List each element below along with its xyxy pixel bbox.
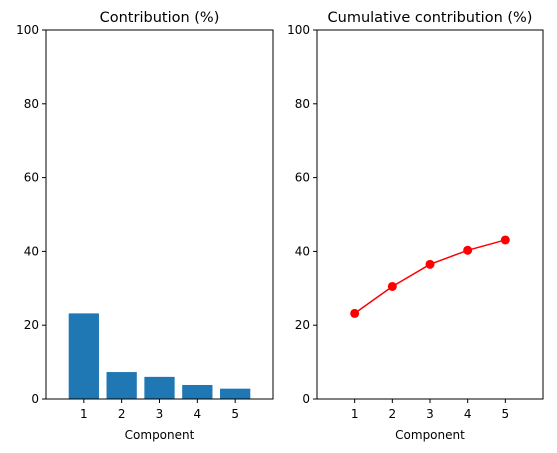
- x-tick-label: 3: [156, 407, 164, 421]
- x-tick-label: 5: [502, 407, 510, 421]
- x-tick-label: 4: [194, 407, 202, 421]
- chart-title: Contribution (%): [100, 10, 220, 26]
- bar: [68, 313, 99, 399]
- y-tick-label: 60: [295, 171, 310, 185]
- x-axis-label: Component: [395, 428, 465, 442]
- x-axis-label: Component: [125, 428, 195, 442]
- bar: [220, 388, 251, 399]
- series-line: [354, 239, 506, 315]
- y-tick-label: 60: [24, 171, 39, 185]
- y-tick-label: 40: [295, 244, 310, 258]
- bar: [144, 376, 175, 399]
- axes-frame: [45, 29, 274, 400]
- x-tick-label: 3: [426, 407, 434, 421]
- x-tick-label: 5: [231, 407, 239, 421]
- bar: [182, 384, 213, 399]
- x-tick-label: 2: [118, 407, 126, 421]
- x-tick-label: 4: [464, 407, 472, 421]
- y-tick-label: 100: [287, 23, 310, 37]
- y-tick-label: 80: [295, 97, 310, 111]
- cumulative-contribution-chart: Cumulative contribution (%) Component 0 2…: [287, 10, 544, 442]
- contribution-chart: Contribution (%) Component 0 20 40 60 80 100 1…: [16, 10, 274, 442]
- chart-title: Cumulative contribution (%): [328, 10, 533, 26]
- data-point: [425, 259, 435, 269]
- data-point: [387, 281, 397, 291]
- data-point: [350, 308, 360, 318]
- x-tick-label: 1: [351, 407, 359, 421]
- bars: [68, 313, 251, 399]
- ticks: 0 20 40 60 80 100 1 2 3 4 5: [16, 23, 239, 421]
- y-tick-label: 0: [302, 392, 310, 406]
- x-tick-label: 2: [389, 407, 397, 421]
- y-tick-label: 40: [24, 244, 39, 258]
- bar: [106, 372, 137, 399]
- y-tick-label: 0: [31, 392, 39, 406]
- y-tick-label: 20: [295, 318, 310, 332]
- y-tick-label: 20: [24, 318, 39, 332]
- data-point: [463, 245, 473, 255]
- line-series: [350, 235, 510, 318]
- axes-frame: [316, 29, 544, 400]
- x-tick-label: 1: [80, 407, 88, 421]
- data-point: [500, 235, 510, 245]
- y-tick-label: 100: [16, 23, 39, 37]
- y-tick-label: 80: [24, 97, 39, 111]
- ticks: 0 20 40 60 80 100 1 2 3 4 5: [287, 23, 509, 421]
